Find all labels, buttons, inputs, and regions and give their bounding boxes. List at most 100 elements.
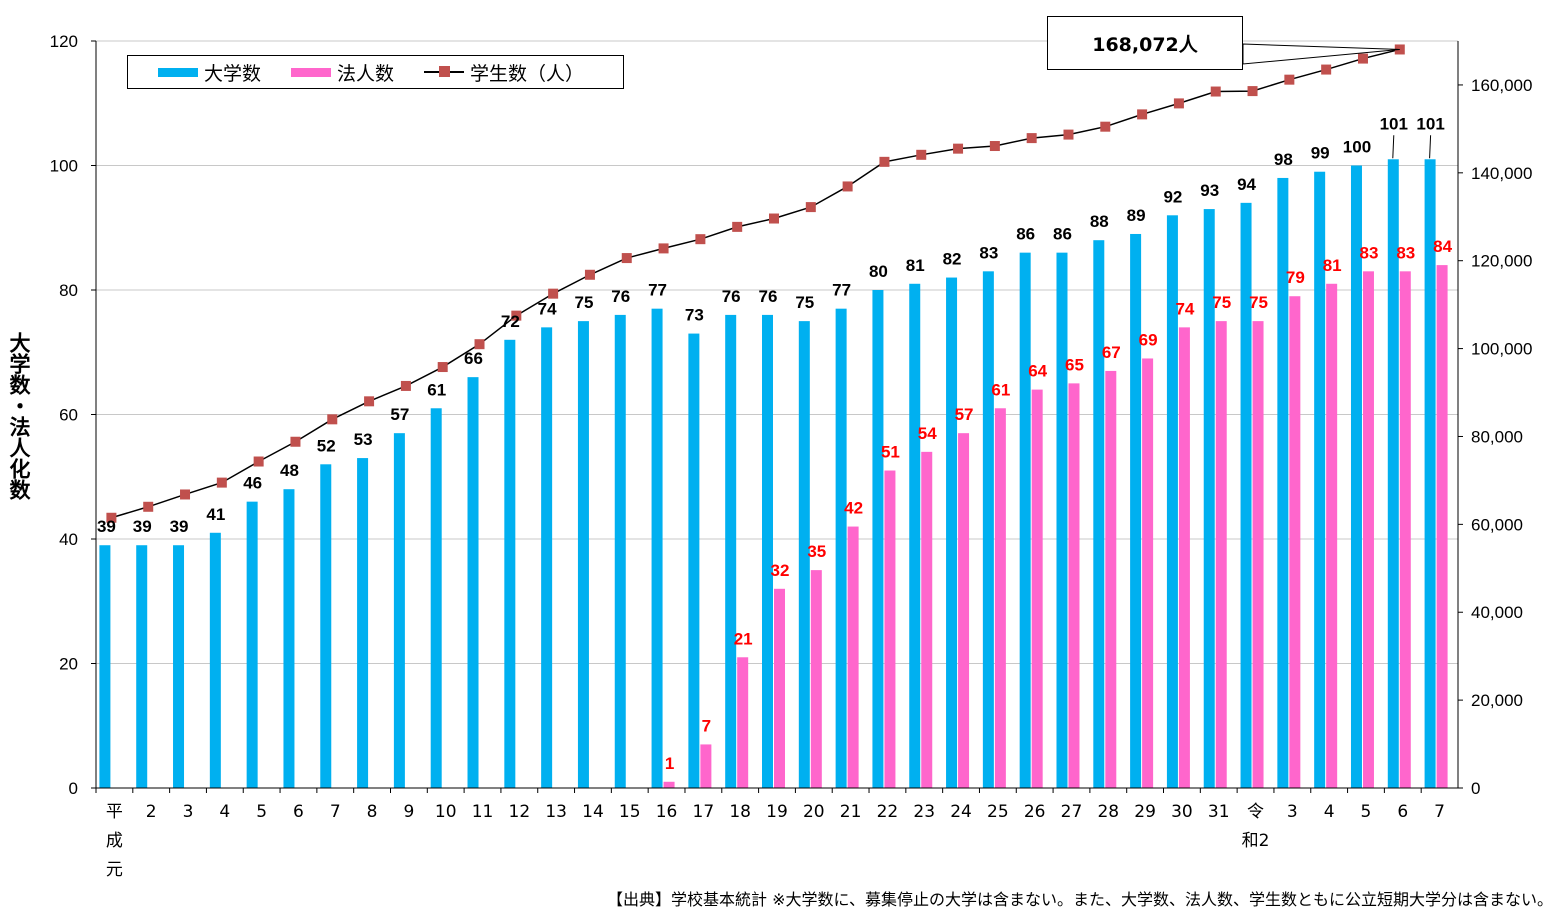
x-tick-label: 6: [1397, 802, 1408, 822]
label-corporation: 83: [1396, 243, 1415, 262]
label-corporation: 69: [1139, 330, 1158, 349]
y-tick-label: 80: [59, 281, 78, 300]
bar-corporation: [1362, 271, 1374, 788]
label-university: 83: [979, 243, 998, 262]
student-marker: [732, 221, 743, 232]
student-marker: [658, 243, 669, 254]
student-marker: [1357, 53, 1368, 64]
bar-university: [1277, 177, 1289, 788]
legend: 大学数 法人数 学生数（人）: [127, 55, 624, 89]
bar-corporation: [810, 570, 822, 788]
label-corporation: 74: [1175, 299, 1194, 318]
student-marker: [695, 234, 706, 245]
bar-corporation: [958, 433, 970, 788]
student-marker: [1210, 86, 1221, 97]
label-corporation: 51: [881, 443, 900, 462]
legend-label-students: 学生数（人）: [470, 62, 585, 85]
label-university: 74: [538, 299, 557, 318]
x-tick-label: 平: [106, 802, 123, 822]
label-university: 76: [611, 287, 630, 306]
bar-university: [762, 314, 773, 788]
bar-corporation: [1436, 265, 1448, 789]
x-tick-label: 18: [729, 802, 751, 822]
x-tick-label: 7: [330, 802, 341, 822]
label-university: 76: [759, 287, 778, 306]
label-corporation: 65: [1065, 355, 1084, 374]
label-university: 86: [1016, 225, 1035, 244]
student-marker: [1026, 133, 1037, 144]
bar-corporation: [1252, 321, 1264, 788]
label-corporation: 7: [702, 716, 711, 735]
label-university: 88: [1090, 212, 1109, 231]
student-marker: [621, 253, 632, 264]
label-university: 48: [280, 461, 299, 480]
label-corporation: 83: [1360, 243, 1379, 262]
bar-corporation: [1289, 296, 1301, 788]
bar-corporation: [994, 408, 1006, 788]
bar-university: [1424, 159, 1436, 788]
y-tick-label: 100: [50, 157, 78, 176]
student-marker: [253, 456, 264, 467]
x-tick-label: 7: [1434, 802, 1445, 822]
bar-university: [982, 271, 994, 788]
student-marker: [916, 149, 927, 160]
y-tick-label: 20: [59, 655, 78, 674]
label-university: 100: [1343, 138, 1371, 157]
label-corporation: 61: [991, 380, 1010, 399]
x-tick-label: 31: [1208, 802, 1230, 822]
x-tick-label: 10: [435, 802, 457, 822]
student-marker: [400, 380, 411, 391]
legend-swatch-corporation: [291, 67, 332, 77]
label-university: 66: [464, 349, 483, 368]
bar-corporation: [663, 781, 675, 788]
label-university: 46: [243, 474, 262, 493]
label-corporation: 67: [1102, 343, 1121, 362]
x-tick-label: 2: [146, 802, 157, 822]
student-marker: [290, 436, 301, 447]
label-university: 80: [869, 262, 888, 281]
student-line: [106, 43, 1405, 523]
bar-university: [1350, 165, 1362, 788]
label-corporation: 35: [807, 542, 826, 561]
label-university: 61: [427, 380, 446, 399]
y2-tick-label: 0: [1471, 779, 1480, 798]
x-tick-label: 9: [403, 802, 414, 822]
x-tick-label: 5: [256, 802, 267, 822]
x-tick-label: 19: [766, 802, 788, 822]
bar-university: [946, 277, 958, 788]
y2-tick-label: 100,000: [1471, 340, 1532, 359]
x-tick-label: 24: [950, 802, 972, 822]
legend-swatch-university: [158, 67, 198, 77]
bar-corporation: [1068, 383, 1080, 788]
bar-university: [688, 333, 700, 788]
data-labels: 39 39 39 41 46 48 52 53 57 61 66 72 74 75 76 77 1 73 7 76 21…: [97, 114, 1453, 773]
label-university: 99: [1311, 144, 1330, 163]
label-university: 77: [832, 281, 851, 300]
bar-university: [872, 290, 884, 788]
label-university: 72: [501, 312, 520, 331]
x-tick-label: 3: [183, 802, 194, 822]
label-leader: [1392, 135, 1395, 159]
bar-university: [1056, 252, 1068, 788]
y2-tick-label: 20,000: [1471, 691, 1523, 710]
bar-corporation: [1215, 321, 1227, 788]
x-tick-label: 25: [987, 802, 1009, 822]
bar-university: [393, 433, 405, 788]
legend-item-corporation: 法人数: [291, 59, 394, 86]
x-tick-label: 27: [1061, 802, 1083, 822]
bar-university: [614, 314, 626, 788]
legend-swatch-students: [424, 66, 465, 77]
x-tick-label: 8: [367, 802, 378, 822]
label-university: 101: [1380, 114, 1408, 133]
bar-corporation: [1399, 271, 1411, 788]
bar-corporation: [737, 657, 749, 788]
bar-university: [357, 458, 369, 788]
student-marker: [437, 362, 448, 373]
label-university: 75: [574, 293, 593, 312]
callout-box: 168,072人: [1047, 16, 1243, 70]
bar-university: [725, 314, 737, 788]
student-marker: [180, 489, 191, 500]
bar-university: [320, 464, 332, 788]
label-corporation: 54: [918, 424, 937, 443]
